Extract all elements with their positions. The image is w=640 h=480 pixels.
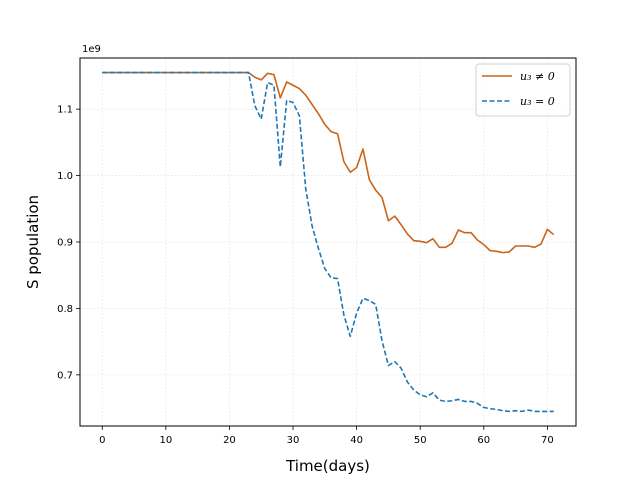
y-axis-label: S population bbox=[24, 195, 42, 289]
y-tick-label: 0.9 bbox=[57, 238, 73, 249]
series-layer bbox=[102, 71, 555, 413]
y-axis-ticks: 0.7 0.8 0.9 1.0 1.1 bbox=[57, 105, 80, 381]
legend-label-series-1: u₃ ≠ 0 bbox=[520, 70, 555, 83]
x-tick-label: 70 bbox=[541, 435, 554, 446]
x-tick-label: 50 bbox=[414, 435, 427, 446]
x-tick-label: 40 bbox=[350, 435, 363, 446]
legend-label-series-2: u₃ = 0 bbox=[520, 95, 555, 108]
x-axis-label: Time(days) bbox=[285, 457, 370, 475]
x-axis-ticks: 0 10 20 30 40 50 60 70 bbox=[99, 426, 554, 446]
y-tick-label: 1.0 bbox=[57, 171, 73, 182]
x-tick-label: 0 bbox=[99, 435, 105, 446]
y-tick-label: 1.1 bbox=[57, 105, 73, 116]
legend-box bbox=[475, 63, 571, 117]
x-tick-label: 30 bbox=[287, 435, 300, 446]
x-tick-label: 20 bbox=[223, 435, 236, 446]
x-tick-label: 60 bbox=[477, 435, 490, 446]
legend: u₃ ≠ 0 u₃ = 0 bbox=[475, 63, 571, 117]
y-tick-label: 0.8 bbox=[57, 304, 73, 315]
y-offset-text: 1e9 bbox=[82, 44, 101, 55]
series-line-2 bbox=[102, 71, 554, 413]
x-tick-label: 10 bbox=[159, 435, 172, 446]
y-tick-label: 0.7 bbox=[57, 370, 73, 381]
